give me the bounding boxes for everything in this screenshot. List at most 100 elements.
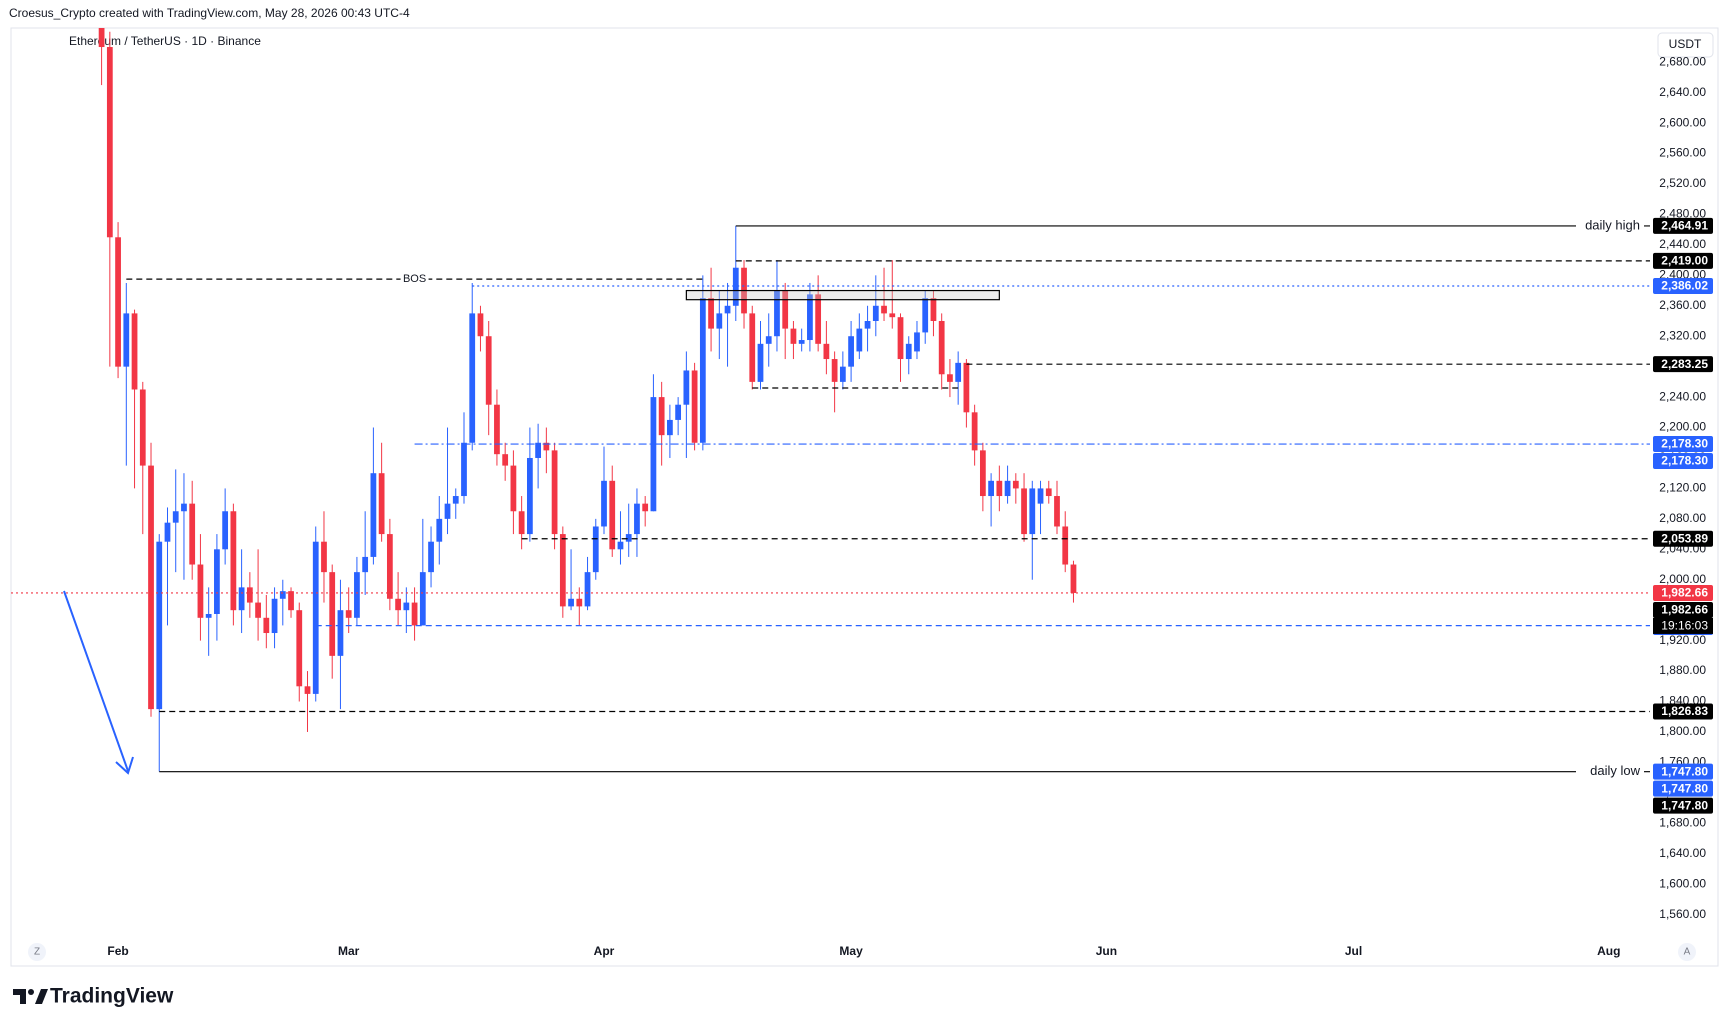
candle-body <box>938 320 945 375</box>
candle-body <box>592 526 599 573</box>
candle-body <box>625 534 632 542</box>
y-tick-label: 2,600.00 <box>1659 115 1706 129</box>
candle-body <box>658 397 665 436</box>
price-label-bg <box>1653 797 1713 814</box>
candle-body <box>115 237 121 367</box>
candle-body <box>872 305 879 321</box>
y-tick-label: 2,640.00 <box>1659 85 1706 99</box>
price-label-bg <box>1653 217 1713 234</box>
candle-body <box>650 397 657 512</box>
candle-body <box>164 522 171 542</box>
candle-body <box>576 598 583 607</box>
candle-body <box>246 587 253 603</box>
candle-body <box>675 404 682 420</box>
candle-body <box>1012 480 1019 489</box>
candle-body <box>815 294 822 344</box>
y-tick-label: 2,080.00 <box>1659 511 1706 525</box>
y-tick-label: 2,360.00 <box>1659 298 1706 312</box>
candle-body <box>774 290 780 337</box>
scale-button[interactable] <box>28 943 46 961</box>
candle-body <box>510 465 517 512</box>
candle-body <box>905 343 912 360</box>
price-label: 1,747.80 <box>1661 798 1708 812</box>
y-tick-label: 1,920.00 <box>1659 633 1706 647</box>
level-text: daily high <box>1585 217 1640 232</box>
y-tick-label: 1,800.00 <box>1659 724 1706 738</box>
y-tick-label: 2,680.00 <box>1659 54 1706 68</box>
y-tick-label: 2,480.00 <box>1659 207 1706 221</box>
level-text-bg <box>1576 217 1644 234</box>
candle-body <box>148 465 154 710</box>
candle-body <box>1070 564 1077 593</box>
level-text: BOS <box>403 273 426 285</box>
scale-button-label[interactable]: Z <box>34 947 40 958</box>
candle-body <box>963 362 970 413</box>
chart-frame <box>10 27 1719 967</box>
y-tick-label: 1,680.00 <box>1659 815 1706 829</box>
scale-button-label[interactable]: A <box>1684 947 1691 958</box>
candle-body <box>897 317 904 360</box>
candle-body <box>699 298 706 443</box>
candle-body <box>502 454 509 466</box>
candle-body <box>526 457 533 535</box>
candle-body <box>255 602 261 618</box>
y-tick-label: 1,560.00 <box>1659 907 1706 921</box>
candle-body <box>1062 526 1069 565</box>
scale-button[interactable] <box>1678 943 1696 961</box>
candle-body <box>790 328 797 344</box>
candle-body <box>996 480 1003 497</box>
symbol-title: Ethereum / TetherUS · 1D · Binance <box>69 34 261 48</box>
candle-body <box>889 313 896 318</box>
candle-body <box>971 412 978 451</box>
currency-button[interactable] <box>1657 32 1714 58</box>
candle-body <box>354 572 360 618</box>
candle-body <box>881 305 887 314</box>
price-label-bg <box>1653 703 1713 720</box>
credit: Croesus_Crypto created with TradingView.… <box>9 6 410 20</box>
candle-body <box>131 313 138 390</box>
price-label-bg <box>1653 277 1713 294</box>
candle-body <box>922 298 929 333</box>
candle-body <box>988 480 994 497</box>
candle-body <box>757 343 764 382</box>
candle-body <box>782 290 789 329</box>
candle-body <box>568 598 574 607</box>
candle-body <box>288 591 294 611</box>
price-label: 2,283.25 <box>1661 357 1708 371</box>
currency[interactable]: USDT <box>1669 37 1702 51</box>
candle-body <box>518 511 525 535</box>
candle-body <box>230 511 237 611</box>
candle-body <box>370 473 377 557</box>
candle-body <box>708 298 714 329</box>
price-label: 2,386.02 <box>1661 279 1708 293</box>
candle-body <box>732 267 739 306</box>
candle-body <box>436 518 443 542</box>
price-label-bg <box>1653 356 1713 373</box>
candle-body <box>156 541 163 710</box>
countdown-bg <box>1653 617 1713 634</box>
candle-body <box>444 503 451 519</box>
candle-body <box>559 534 566 607</box>
candle-body <box>667 419 673 436</box>
y-tick-label: 2,520.00 <box>1659 176 1706 190</box>
candle-body <box>428 541 434 573</box>
candle-body <box>798 340 805 344</box>
plot: daily high BOS daily low <box>11 28 1650 780</box>
candle-body <box>403 602 410 611</box>
price-label: 1,747.80 <box>1661 764 1708 778</box>
price-label-bg <box>1653 530 1713 547</box>
candle-body <box>172 511 179 523</box>
brand: TradingView <box>50 985 174 1008</box>
x-tick-label: Apr <box>594 944 615 958</box>
candle-body <box>839 366 846 382</box>
candle-body <box>947 374 953 382</box>
price-label: 2,419.00 <box>1661 254 1708 268</box>
candle-body <box>362 556 369 573</box>
price-label-bg <box>1653 252 1713 269</box>
candle-body <box>807 294 813 341</box>
candle-body <box>123 313 130 367</box>
price-label: 1,747.80 <box>1661 781 1708 795</box>
candle-body <box>378 473 385 535</box>
